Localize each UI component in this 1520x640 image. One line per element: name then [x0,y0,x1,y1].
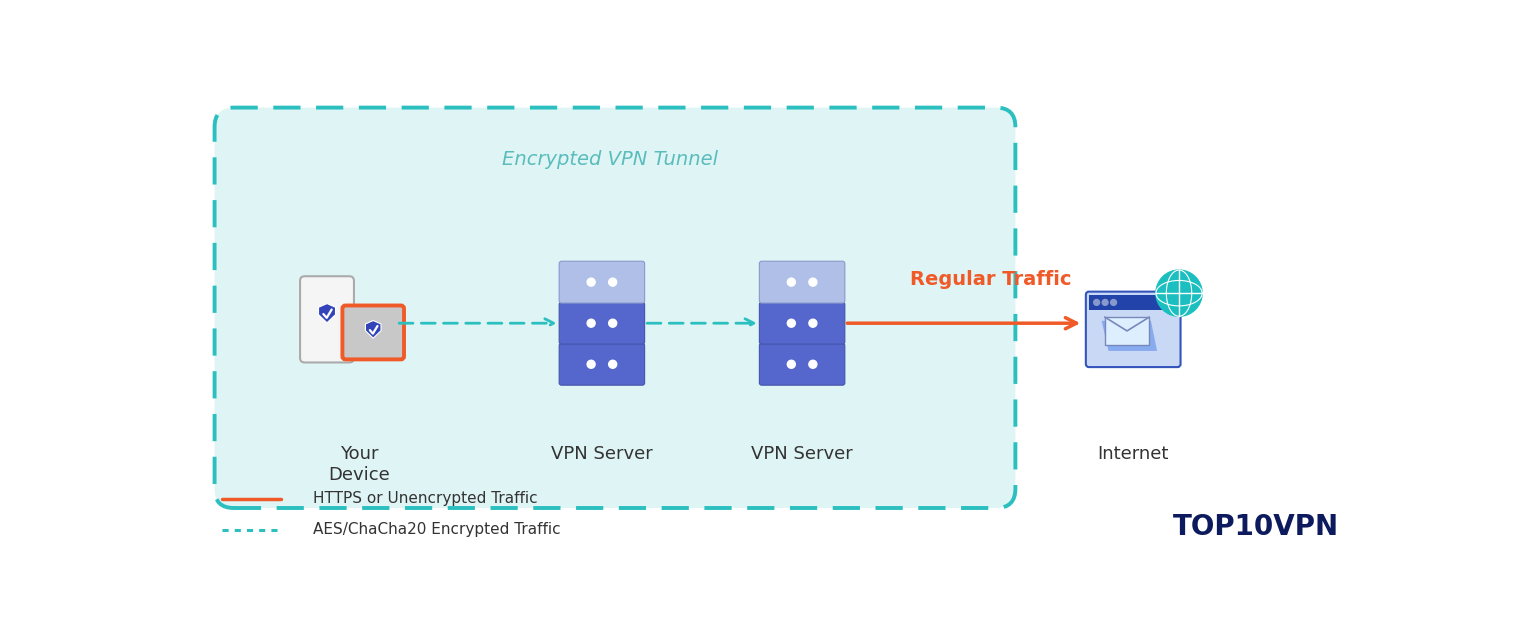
FancyBboxPatch shape [760,343,845,385]
FancyBboxPatch shape [1105,317,1149,345]
Text: TOP10VPN: TOP10VPN [1173,513,1339,541]
Text: Regular Traffic: Regular Traffic [910,269,1072,289]
Circle shape [608,278,617,286]
FancyBboxPatch shape [559,261,644,303]
Circle shape [587,319,596,327]
Text: VPN Server: VPN Server [751,445,853,463]
Circle shape [1155,270,1202,316]
Polygon shape [319,303,336,323]
FancyBboxPatch shape [760,261,845,303]
Text: Encrypted VPN Tunnel: Encrypted VPN Tunnel [502,150,717,170]
Circle shape [608,319,617,327]
FancyBboxPatch shape [760,302,845,344]
Circle shape [1102,300,1108,305]
Text: AES/ChaCha20 Encrypted Traffic: AES/ChaCha20 Encrypted Traffic [313,522,561,537]
Circle shape [608,360,617,368]
Text: Your
Device: Your Device [328,445,391,484]
Circle shape [809,278,816,286]
Text: VPN Server: VPN Server [552,445,652,463]
Circle shape [587,360,596,368]
Circle shape [809,360,816,368]
FancyBboxPatch shape [299,276,354,362]
Circle shape [809,319,816,327]
Circle shape [1111,300,1117,305]
Circle shape [587,278,596,286]
Text: Internet: Internet [1097,445,1169,463]
FancyBboxPatch shape [559,343,644,385]
Circle shape [787,278,795,286]
FancyBboxPatch shape [342,305,404,360]
FancyBboxPatch shape [214,108,1015,508]
Circle shape [787,360,795,368]
FancyBboxPatch shape [559,302,644,344]
FancyBboxPatch shape [1085,292,1181,367]
Text: HTTPS or Unencrypted Traffic: HTTPS or Unencrypted Traffic [313,492,538,506]
Circle shape [1094,300,1099,305]
Polygon shape [1102,321,1157,351]
Polygon shape [365,321,382,338]
FancyBboxPatch shape [1088,294,1178,310]
Circle shape [787,319,795,327]
